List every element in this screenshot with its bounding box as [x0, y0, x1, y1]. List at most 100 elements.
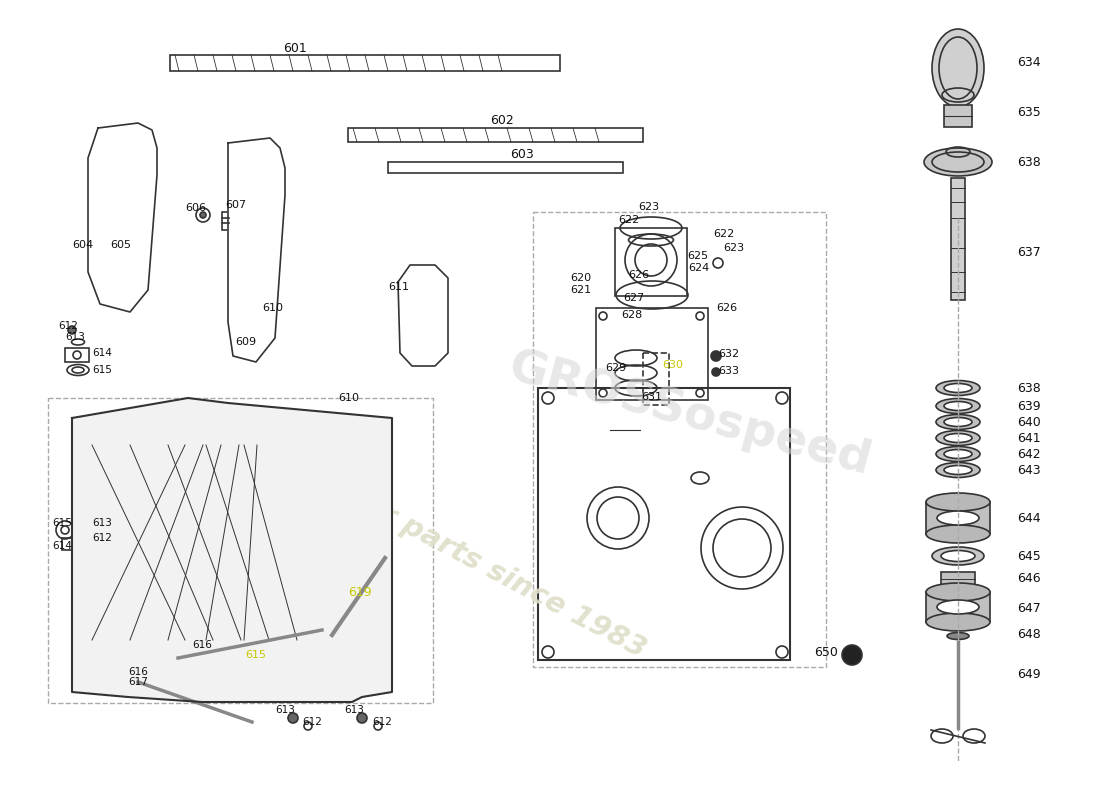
- Bar: [944, 105, 972, 127]
- Polygon shape: [228, 138, 285, 362]
- Ellipse shape: [937, 600, 979, 614]
- Ellipse shape: [924, 148, 992, 176]
- Text: 607: 607: [226, 200, 246, 210]
- Ellipse shape: [936, 414, 980, 430]
- Bar: [388, 162, 623, 173]
- Text: 624: 624: [688, 263, 710, 273]
- Bar: [596, 308, 708, 400]
- Text: 613: 613: [65, 332, 85, 342]
- Ellipse shape: [944, 418, 972, 426]
- Ellipse shape: [944, 434, 972, 442]
- Text: 638: 638: [1018, 382, 1041, 394]
- Text: 623: 623: [723, 243, 744, 253]
- Text: 612: 612: [302, 717, 322, 727]
- Bar: [222, 212, 229, 230]
- Text: 615: 615: [245, 650, 266, 660]
- Bar: [106, 208, 130, 260]
- Text: 632: 632: [718, 349, 739, 359]
- Text: 606: 606: [185, 203, 206, 213]
- Bar: [65, 348, 89, 362]
- Circle shape: [173, 655, 183, 665]
- Bar: [170, 55, 560, 71]
- Ellipse shape: [932, 29, 984, 107]
- Ellipse shape: [936, 430, 980, 446]
- Polygon shape: [88, 123, 157, 312]
- Bar: [348, 128, 644, 142]
- Text: 612: 612: [92, 533, 112, 543]
- Text: 613: 613: [344, 705, 364, 715]
- Ellipse shape: [926, 493, 990, 511]
- Bar: [538, 388, 790, 660]
- Ellipse shape: [944, 466, 972, 474]
- Polygon shape: [72, 398, 392, 702]
- Ellipse shape: [940, 550, 975, 562]
- Text: 621: 621: [570, 285, 591, 295]
- Text: 642: 642: [1018, 447, 1041, 461]
- Ellipse shape: [926, 525, 990, 543]
- Text: 640: 640: [1018, 415, 1041, 429]
- Bar: [644, 353, 669, 405]
- Text: 638: 638: [1018, 155, 1041, 169]
- Circle shape: [200, 212, 206, 218]
- Text: 613: 613: [275, 705, 295, 715]
- Circle shape: [711, 351, 720, 361]
- Ellipse shape: [936, 462, 980, 478]
- Text: 645: 645: [1018, 550, 1041, 562]
- Text: 602: 602: [490, 114, 514, 126]
- Text: 639: 639: [1018, 399, 1041, 413]
- Ellipse shape: [944, 450, 972, 458]
- Bar: [408, 293, 440, 345]
- Ellipse shape: [947, 633, 969, 639]
- Text: 635: 635: [1018, 106, 1041, 119]
- Ellipse shape: [944, 402, 972, 410]
- Circle shape: [712, 368, 720, 376]
- Text: 622: 622: [618, 215, 639, 225]
- Bar: [940, 572, 975, 586]
- Ellipse shape: [936, 446, 980, 462]
- Text: 603: 603: [510, 149, 534, 162]
- Text: 612: 612: [58, 321, 78, 331]
- Text: a passion for parts since 1983: a passion for parts since 1983: [200, 406, 650, 664]
- Text: 634: 634: [1018, 55, 1041, 69]
- Text: 615: 615: [52, 518, 72, 528]
- Text: 601: 601: [283, 42, 307, 54]
- Text: GROSSospeed: GROSSospeed: [504, 345, 877, 485]
- Bar: [48, 398, 433, 703]
- Circle shape: [90, 530, 100, 540]
- Text: 643: 643: [1018, 463, 1041, 477]
- Ellipse shape: [936, 398, 980, 414]
- Circle shape: [288, 713, 298, 723]
- Text: 609: 609: [235, 337, 256, 347]
- Bar: [62, 538, 90, 550]
- Text: 615: 615: [92, 365, 112, 375]
- Text: 644: 644: [1018, 511, 1041, 525]
- Ellipse shape: [926, 613, 990, 631]
- Text: 649: 649: [1018, 669, 1041, 682]
- Text: 631: 631: [641, 392, 662, 402]
- Bar: [534, 212, 826, 667]
- Bar: [244, 228, 268, 283]
- Text: 641: 641: [1018, 431, 1041, 445]
- Text: 628: 628: [621, 310, 642, 320]
- Text: 647: 647: [1018, 602, 1041, 614]
- Text: 622: 622: [713, 229, 735, 239]
- Polygon shape: [398, 265, 448, 366]
- Bar: [926, 502, 990, 534]
- Text: 614: 614: [52, 541, 72, 551]
- Text: 610: 610: [262, 303, 283, 313]
- Text: 623: 623: [638, 202, 659, 212]
- Circle shape: [842, 645, 862, 665]
- Text: 637: 637: [1018, 246, 1041, 258]
- Circle shape: [154, 678, 162, 686]
- Text: 626: 626: [628, 270, 649, 280]
- Text: 611: 611: [388, 282, 409, 292]
- Text: 648: 648: [1018, 629, 1041, 642]
- Text: 629: 629: [605, 363, 626, 373]
- Bar: [952, 178, 965, 300]
- Text: 616: 616: [192, 640, 212, 650]
- Ellipse shape: [937, 511, 979, 525]
- Bar: [615, 228, 688, 296]
- Text: 614: 614: [92, 348, 112, 358]
- Text: 612: 612: [372, 717, 392, 727]
- Text: 610: 610: [338, 393, 359, 403]
